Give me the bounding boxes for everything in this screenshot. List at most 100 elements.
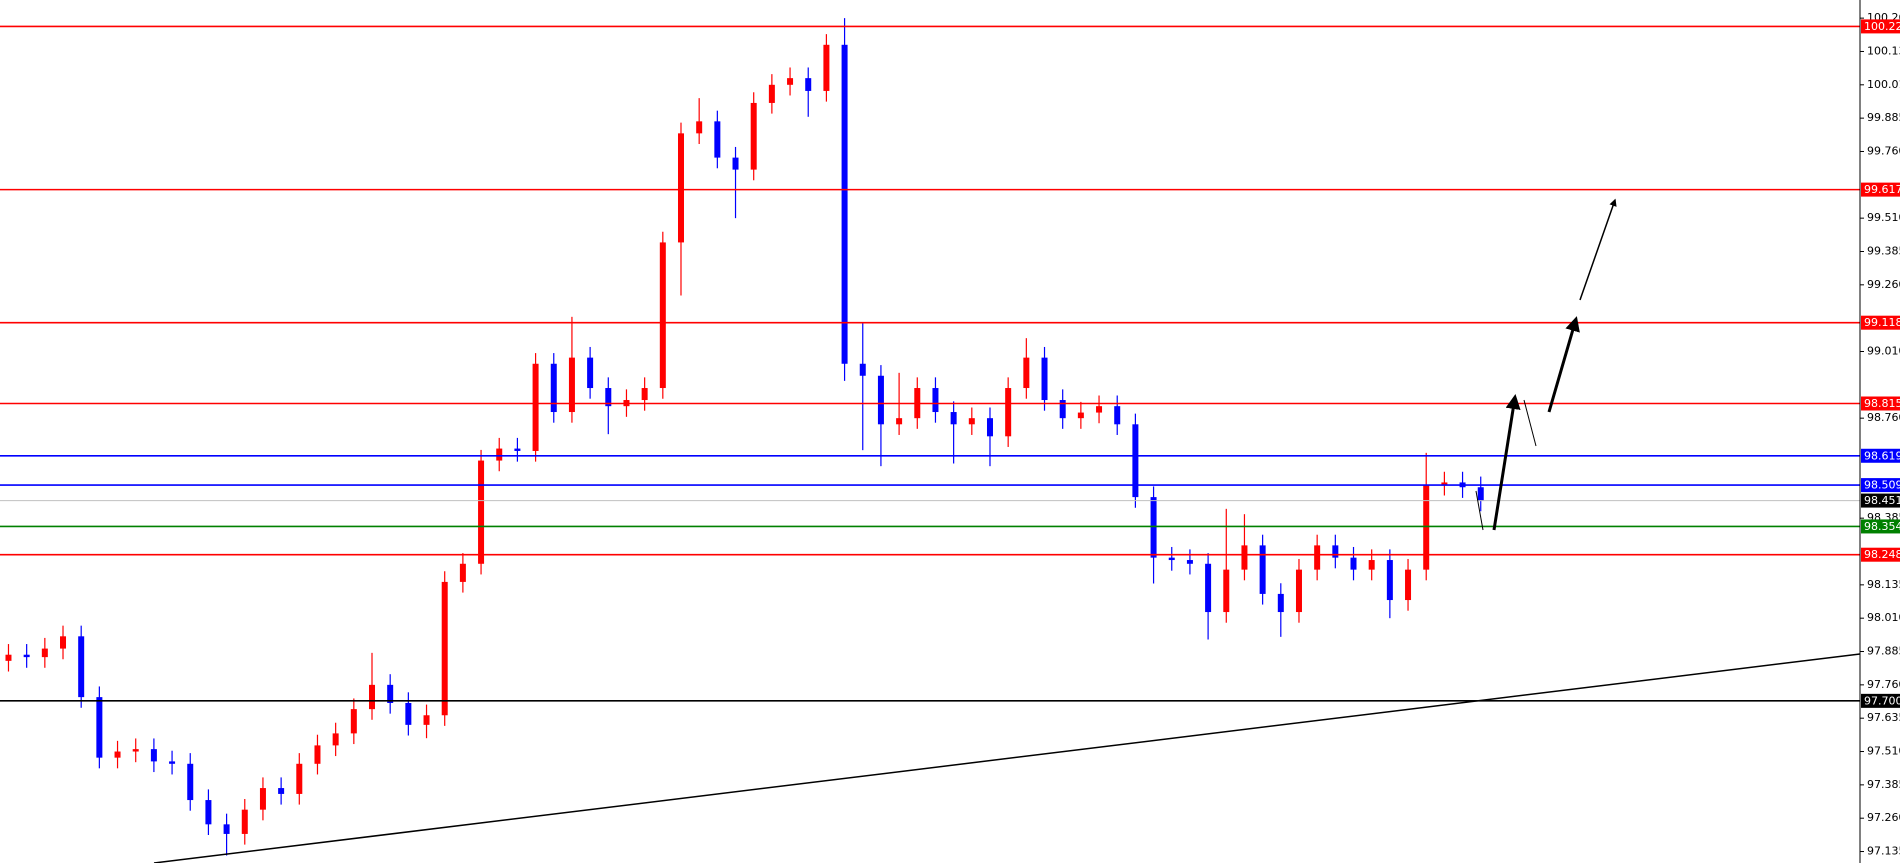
y-tick-label: 98.010	[1867, 611, 1900, 624]
candle-body	[459, 563, 466, 582]
candle-body	[877, 375, 884, 425]
candle-body	[1205, 563, 1212, 613]
candle-body	[369, 684, 376, 710]
candle-body	[677, 133, 684, 243]
candle-body	[114, 751, 121, 758]
candle-body	[1332, 545, 1339, 558]
candle-body	[1368, 560, 1375, 570]
candle-body	[823, 44, 830, 91]
candle-body	[1405, 569, 1412, 601]
level-label: 98.354	[1864, 520, 1900, 533]
level-tag	[1861, 19, 1900, 34]
level-tag	[1861, 396, 1900, 411]
arrow	[1547, 316, 1580, 413]
candle-body	[768, 84, 775, 103]
candle-body	[60, 636, 67, 649]
candle-body	[568, 357, 575, 413]
candle-body	[5, 654, 12, 661]
y-tick-label: 99.510	[1867, 211, 1900, 224]
candle-body	[41, 648, 48, 658]
candle-body	[1132, 424, 1139, 498]
candle-body	[587, 357, 594, 389]
y-tick-label: 97.510	[1867, 745, 1900, 758]
candle-body	[787, 78, 794, 85]
candle-body	[1150, 497, 1157, 558]
candle-body	[841, 44, 848, 364]
level-tag	[1861, 493, 1900, 508]
candle-body	[387, 684, 394, 703]
level-label: 98.509	[1864, 479, 1900, 492]
candle-body	[332, 733, 339, 746]
candle-body	[805, 78, 812, 91]
candle-body	[259, 788, 266, 810]
candles	[5, 18, 1484, 856]
y-tick-label: 97.260	[1867, 811, 1900, 824]
candle-body	[1059, 400, 1066, 419]
candle-body	[532, 363, 539, 451]
candle-body	[496, 448, 503, 461]
candle-body	[896, 418, 903, 425]
candle-body	[278, 788, 285, 794]
candle-body	[986, 418, 993, 437]
candle-body	[187, 763, 194, 801]
level-label: 99.617	[1864, 183, 1900, 196]
candle-body	[1423, 484, 1430, 570]
candle-body	[641, 388, 648, 401]
candle-body	[169, 761, 176, 764]
y-tick-label: 99.385	[1867, 244, 1900, 257]
level-label: 98.619	[1864, 449, 1900, 462]
candle-body	[1077, 412, 1084, 419]
candle-body	[932, 388, 939, 413]
level-tag	[1861, 519, 1900, 534]
forecast-arrows	[1475, 198, 1617, 531]
level-label: 98.248	[1864, 548, 1900, 561]
arrow	[1579, 198, 1617, 301]
y-tick-label: 100.135	[1867, 44, 1900, 57]
trend-line	[153, 653, 1861, 863]
level-tags: 100.229 99.617 99.118 98.815 98.619 98.509 98.…	[1861, 19, 1900, 708]
candle-body	[314, 745, 321, 764]
level-label: 97.700	[1864, 694, 1900, 707]
candle-body	[550, 363, 557, 413]
candle-body	[205, 800, 212, 825]
candle-body	[1005, 388, 1012, 437]
arrow	[1492, 394, 1521, 531]
candle-body	[223, 824, 230, 834]
candle-body	[350, 709, 357, 734]
candle-body	[296, 763, 303, 794]
y-tick-label: 97.885	[1867, 645, 1900, 658]
level-tag	[1861, 478, 1900, 493]
level-tag	[1861, 448, 1900, 463]
candle-body	[714, 121, 721, 158]
candle-body	[1223, 569, 1230, 613]
candle-body	[1114, 406, 1121, 425]
candle-body	[1386, 560, 1393, 601]
level-tag	[1861, 315, 1900, 330]
candle-body	[96, 697, 103, 758]
price-axis: 100.260100.135100.01099.88599.76099.5109…	[1860, 11, 1900, 858]
candle-body	[1350, 557, 1357, 570]
y-tick-label: 97.135	[1867, 845, 1900, 858]
candle-body	[514, 448, 521, 451]
level-label: 99.118	[1864, 316, 1900, 329]
path-segment	[1475, 490, 1484, 531]
candle-body	[1041, 357, 1048, 401]
candle-body	[441, 581, 448, 716]
candle-body	[1314, 545, 1321, 570]
candle-body	[696, 121, 703, 134]
candle-body	[1168, 557, 1175, 561]
candle-body	[859, 363, 866, 376]
candle-body	[1259, 545, 1266, 594]
candle-body	[132, 749, 139, 752]
y-tick-label: 99.760	[1867, 144, 1900, 157]
candle-body	[1096, 406, 1103, 413]
level-label: 100.229	[1864, 20, 1900, 33]
path-segment	[1523, 399, 1537, 447]
candle-body	[732, 157, 739, 170]
candle-body	[950, 412, 957, 425]
candle-body	[1295, 569, 1302, 613]
level-tag	[1861, 547, 1900, 562]
candle-body	[405, 702, 412, 725]
